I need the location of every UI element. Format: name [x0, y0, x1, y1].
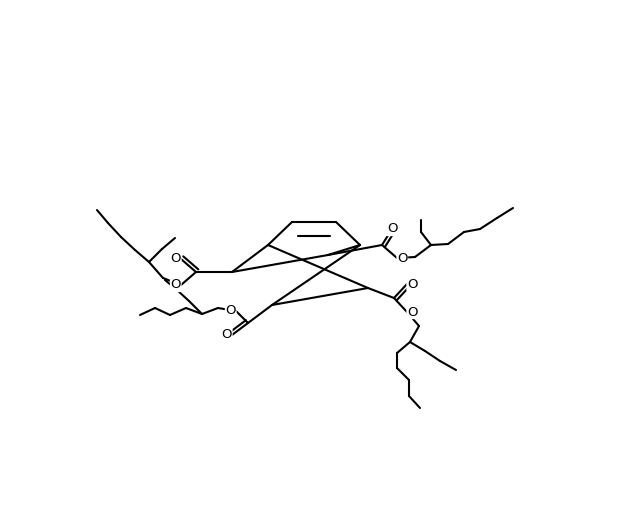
- Text: O: O: [171, 278, 181, 291]
- Text: O: O: [407, 278, 418, 290]
- Text: O: O: [222, 329, 232, 341]
- Text: O: O: [226, 305, 236, 318]
- Text: O: O: [407, 306, 418, 319]
- Text: O: O: [387, 222, 398, 236]
- Text: O: O: [171, 252, 181, 266]
- Text: O: O: [397, 251, 408, 265]
